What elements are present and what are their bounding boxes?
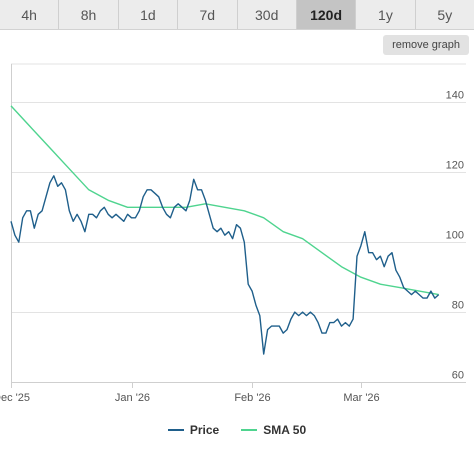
y-tick-label: 120 (446, 160, 464, 172)
y-tick-label: 100 (446, 230, 464, 242)
y-tick-label: 60 (452, 370, 464, 382)
range-button-120d[interactable]: 120d (296, 0, 357, 29)
range-button-1d[interactable]: 1d (119, 0, 179, 29)
range-button-4h[interactable]: 4h (0, 0, 60, 29)
legend-swatch (241, 429, 258, 431)
x-tick-label: Dec '25 (0, 392, 30, 404)
sma-50-line (10, 105, 439, 296)
legend-item-sma-50[interactable]: SMA 50 (241, 423, 306, 437)
range-button-7d[interactable]: 7d (178, 0, 238, 29)
range-button-8h[interactable]: 8h (59, 0, 119, 29)
chart-legend: Price SMA 50 (0, 421, 474, 439)
legend-label: Price (189, 423, 220, 437)
legend-label: SMA 50 (263, 423, 307, 437)
range-button-5y[interactable]: 5y (437, 6, 453, 23)
plot-series (10, 105, 440, 355)
range-button-30d[interactable]: 30d (238, 0, 297, 29)
range-button-1y[interactable]: 1y (356, 0, 416, 29)
chart-grid (11, 63, 466, 383)
x-tick-label: Mar '26 (343, 392, 379, 404)
y-axis: 60 80 100 120 140 (446, 90, 464, 382)
x-tick-label: Jan '26 (115, 392, 150, 404)
remove-graph-button[interactable]: remove graph (383, 35, 469, 55)
time-range-selector: 4h 8h 1d 7d 30d 120d 1y 5y (0, 0, 474, 30)
y-tick-label: 80 (452, 300, 464, 312)
legend-item-price[interactable]: Price (167, 423, 220, 437)
y-tick-label: 140 (446, 90, 464, 102)
price-line (10, 175, 440, 355)
legend-swatch (167, 429, 184, 431)
x-axis: Dec '25 Jan '26 Feb '26 Mar '26 (0, 64, 466, 404)
x-tick-label: Feb '26 (234, 392, 270, 404)
